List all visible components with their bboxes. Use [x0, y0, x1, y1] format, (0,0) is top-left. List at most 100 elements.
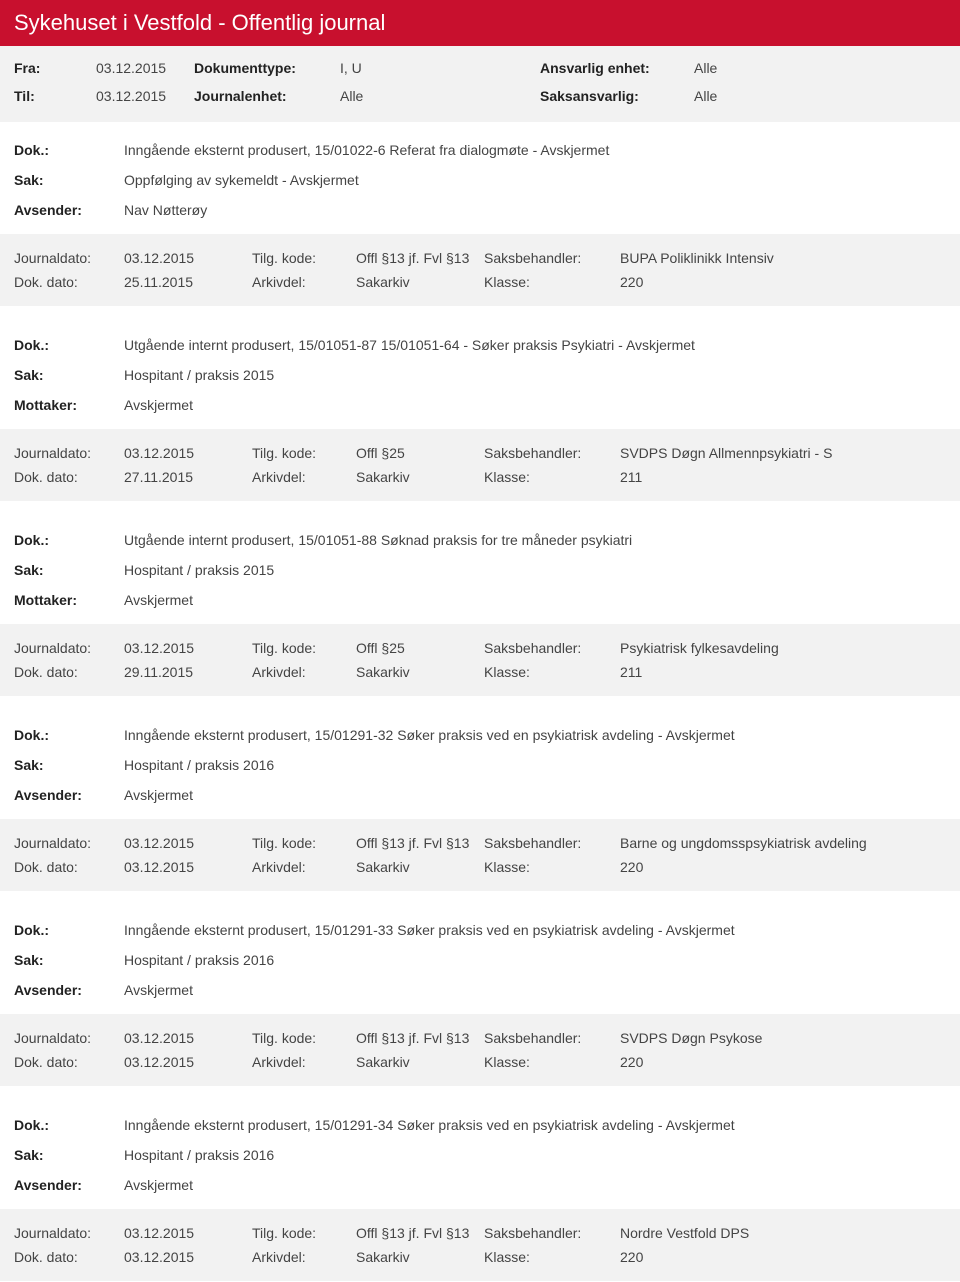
arkivdel-lbl: Arkivdel:	[252, 1249, 356, 1265]
arkivdel-val: Sakarkiv	[356, 859, 484, 875]
party-lbl: Avsender:	[14, 1177, 124, 1193]
klasse-val: 220	[620, 274, 946, 290]
dok-lbl: Dok.:	[14, 922, 124, 938]
saksbehandler-val: Barne og ungdomsspsykiatrisk avdeling	[620, 835, 946, 851]
dokdato-lbl: Dok. dato:	[14, 469, 124, 485]
sak-val: Hospitant / praksis 2015	[124, 367, 946, 383]
sak-val: Hospitant / praksis 2016	[124, 952, 946, 968]
dokdato-lbl: Dok. dato:	[14, 274, 124, 290]
page-title: Sykehuset i Vestfold - Offentlig journal	[0, 0, 960, 46]
journal-entry: Dok.: Inngående eksternt produsert, 15/0…	[0, 122, 960, 307]
journaldato-val: 03.12.2015	[124, 1030, 252, 1046]
journaldato-lbl: Journaldato:	[14, 250, 124, 266]
party-val: Avskjermet	[124, 787, 946, 803]
sak-lbl: Sak:	[14, 562, 124, 578]
meta-til-val: 03.12.2015	[96, 88, 174, 104]
tilgkode-lbl: Tilg. kode:	[252, 445, 356, 461]
tilgkode-val: Offl §13 jf. Fvl §13	[356, 1225, 484, 1241]
dokdato-lbl: Dok. dato:	[14, 664, 124, 680]
sak-val: Hospitant / praksis 2015	[124, 562, 946, 578]
journaldato-lbl: Journaldato:	[14, 835, 124, 851]
saksbehandler-lbl: Saksbehandler:	[484, 1030, 620, 1046]
klasse-val: 220	[620, 1249, 946, 1265]
meta-journalenhet-val: Alle	[340, 88, 440, 104]
dok-val: Inngående eksternt produsert, 15/01022-6…	[124, 142, 946, 158]
journal-entry: Dok.: Inngående eksternt produsert, 15/0…	[0, 1097, 960, 1282]
saksbehandler-val: Nordre Vestfold DPS	[620, 1225, 946, 1241]
dokdato-val: 27.11.2015	[124, 469, 252, 485]
klasse-lbl: Klasse:	[484, 1249, 620, 1265]
dok-lbl: Dok.:	[14, 142, 124, 158]
journaldato-lbl: Journaldato:	[14, 1225, 124, 1241]
meta-fra-lbl: Fra:	[14, 60, 76, 76]
klasse-lbl: Klasse:	[484, 274, 620, 290]
sak-lbl: Sak:	[14, 1147, 124, 1163]
tilgkode-val: Offl §13 jf. Fvl §13	[356, 250, 484, 266]
saksbehandler-val: Psykiatrisk fylkesavdeling	[620, 640, 946, 656]
dok-val: Inngående eksternt produsert, 15/01291-3…	[124, 1117, 946, 1133]
arkivdel-lbl: Arkivdel:	[252, 859, 356, 875]
saksbehandler-lbl: Saksbehandler:	[484, 1225, 620, 1241]
arkivdel-val: Sakarkiv	[356, 274, 484, 290]
dokdato-val: 29.11.2015	[124, 664, 252, 680]
sak-val: Hospitant / praksis 2016	[124, 757, 946, 773]
party-val: Avskjermet	[124, 397, 946, 413]
dokdato-val: 03.12.2015	[124, 859, 252, 875]
tilgkode-lbl: Tilg. kode:	[252, 835, 356, 851]
tilgkode-lbl: Tilg. kode:	[252, 250, 356, 266]
meta-journalenhet-lbl: Journalenhet:	[194, 88, 320, 104]
arkivdel-lbl: Arkivdel:	[252, 664, 356, 680]
tilgkode-lbl: Tilg. kode:	[252, 1225, 356, 1241]
meta-bar: Fra: Til: 03.12.2015 03.12.2015 Dokument…	[0, 46, 960, 122]
meta-ansvarlig-val: Alle	[694, 60, 946, 76]
journaldato-val: 03.12.2015	[124, 640, 252, 656]
klasse-lbl: Klasse:	[484, 664, 620, 680]
saksbehandler-val: SVDPS Døgn Allmennpsykiatri - S	[620, 445, 946, 461]
journaldato-val: 03.12.2015	[124, 250, 252, 266]
dokdato-lbl: Dok. dato:	[14, 1249, 124, 1265]
dok-val: Inngående eksternt produsert, 15/01291-3…	[124, 727, 946, 743]
journal-entry: Dok.: Utgående internt produsert, 15/010…	[0, 512, 960, 697]
klasse-val: 211	[620, 664, 946, 680]
dokdato-lbl: Dok. dato:	[14, 1054, 124, 1070]
klasse-val: 220	[620, 859, 946, 875]
saksbehandler-lbl: Saksbehandler:	[484, 835, 620, 851]
arkivdel-lbl: Arkivdel:	[252, 469, 356, 485]
dok-val: Utgående internt produsert, 15/01051-87 …	[124, 337, 946, 353]
klasse-val: 211	[620, 469, 946, 485]
dok-lbl: Dok.:	[14, 532, 124, 548]
tilgkode-val: Offl §25	[356, 445, 484, 461]
meta-doktype-lbl: Dokumenttype:	[194, 60, 320, 76]
meta-ansvarlig-lbl: Ansvarlig enhet:	[540, 60, 674, 76]
journal-entry: Dok.: Inngående eksternt produsert, 15/0…	[0, 707, 960, 892]
journal-entry: Dok.: Inngående eksternt produsert, 15/0…	[0, 902, 960, 1087]
party-lbl: Avsender:	[14, 202, 124, 218]
saksbehandler-val: BUPA Poliklinikk Intensiv	[620, 250, 946, 266]
journaldato-lbl: Journaldato:	[14, 445, 124, 461]
party-lbl: Avsender:	[14, 982, 124, 998]
saksbehandler-lbl: Saksbehandler:	[484, 445, 620, 461]
meta-saksansvarlig-val: Alle	[694, 88, 946, 104]
party-lbl: Avsender:	[14, 787, 124, 803]
journal-entry: Dok.: Utgående internt produsert, 15/010…	[0, 317, 960, 502]
arkivdel-val: Sakarkiv	[356, 664, 484, 680]
dokdato-val: 03.12.2015	[124, 1054, 252, 1070]
saksbehandler-lbl: Saksbehandler:	[484, 250, 620, 266]
journaldato-lbl: Journaldato:	[14, 640, 124, 656]
arkivdel-val: Sakarkiv	[356, 469, 484, 485]
sak-val: Hospitant / praksis 2016	[124, 1147, 946, 1163]
klasse-lbl: Klasse:	[484, 1054, 620, 1070]
party-lbl: Mottaker:	[14, 397, 124, 413]
dokdato-val: 03.12.2015	[124, 1249, 252, 1265]
journaldato-lbl: Journaldato:	[14, 1030, 124, 1046]
dok-val: Inngående eksternt produsert, 15/01291-3…	[124, 922, 946, 938]
arkivdel-lbl: Arkivdel:	[252, 1054, 356, 1070]
party-val: Nav Nøtterøy	[124, 202, 946, 218]
tilgkode-lbl: Tilg. kode:	[252, 640, 356, 656]
sak-lbl: Sak:	[14, 952, 124, 968]
tilgkode-val: Offl §13 jf. Fvl §13	[356, 1030, 484, 1046]
journaldato-val: 03.12.2015	[124, 1225, 252, 1241]
sak-lbl: Sak:	[14, 172, 124, 188]
dokdato-val: 25.11.2015	[124, 274, 252, 290]
party-lbl: Mottaker:	[14, 592, 124, 608]
